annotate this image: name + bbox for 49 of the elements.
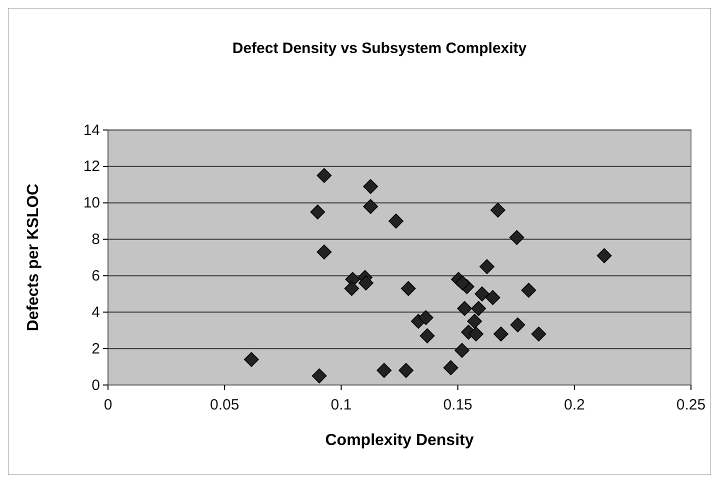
point	[443, 360, 458, 376]
y-tick-label: 12	[83, 158, 100, 176]
point	[521, 282, 536, 298]
x-tick-label: 0.05	[210, 396, 240, 414]
y-tick-label: 10	[83, 194, 100, 212]
point	[485, 290, 500, 306]
y-axis-title: Defects per KSLOC	[25, 183, 42, 332]
point	[400, 280, 416, 296]
point	[479, 259, 494, 274]
point	[454, 276, 470, 290]
point	[244, 352, 259, 367]
point	[468, 326, 484, 342]
y-tick-label: 0	[92, 376, 100, 394]
point	[363, 178, 378, 194]
point	[454, 342, 470, 358]
point	[398, 362, 414, 378]
point	[596, 248, 612, 264]
point	[510, 317, 526, 332]
y-tick-label: 2	[92, 340, 100, 358]
y-tick-label: 14	[83, 122, 100, 139]
point	[316, 168, 332, 184]
point	[310, 204, 326, 220]
point	[420, 328, 435, 344]
y-tick-label: 8	[92, 231, 100, 248]
point	[467, 314, 482, 329]
point	[312, 368, 327, 384]
y-tick-label: 6	[92, 268, 100, 285]
point	[531, 326, 546, 342]
point	[388, 214, 404, 229]
x-tick-label: 0.1	[330, 396, 352, 414]
point	[509, 230, 524, 245]
point	[358, 276, 374, 290]
point	[344, 280, 360, 296]
x-tick-label: 0	[104, 396, 112, 414]
x-tick-label: 0.15	[443, 396, 472, 414]
point	[490, 202, 506, 218]
point	[471, 301, 486, 316]
point	[474, 286, 490, 302]
point	[493, 326, 508, 342]
point	[316, 244, 332, 260]
x-axis-title: Complexity Density	[325, 432, 474, 449]
y-tick-label: 4	[92, 304, 100, 321]
point	[418, 310, 434, 326]
chart-title: Defect Density vs Subsystem Complexity	[232, 40, 528, 57]
point	[457, 301, 472, 316]
point	[363, 199, 378, 214]
point	[376, 362, 392, 378]
x-tick-label: 0.2	[564, 396, 585, 414]
x-tick-label: 0.25	[676, 396, 706, 414]
